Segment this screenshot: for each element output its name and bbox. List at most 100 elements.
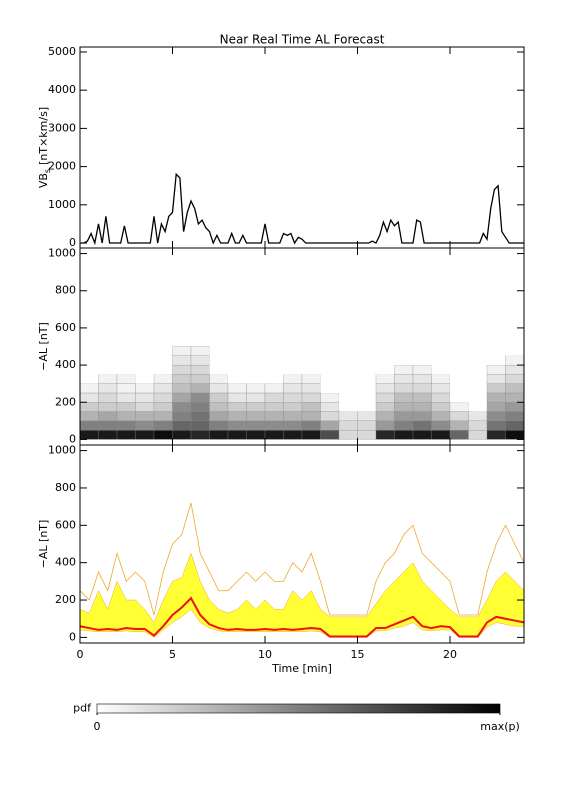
axes-frame	[79, 444, 525, 644]
y-tick-label: 800	[55, 481, 76, 494]
pdf-cell	[283, 374, 303, 384]
pdf-cell	[450, 346, 469, 356]
pdf-cell	[357, 355, 376, 366]
x-tick-label: 20	[443, 648, 457, 661]
pdf-cell	[135, 411, 155, 421]
pdf-cell	[227, 392, 247, 403]
pdf-cell	[98, 365, 117, 375]
pdf-cell	[505, 411, 524, 421]
pdf-cell	[320, 346, 339, 356]
y-tick-label: 2000	[48, 160, 76, 173]
pdf-cell	[339, 355, 358, 366]
pdf-cell	[301, 402, 321, 412]
y-tick-label: 400	[55, 358, 76, 371]
pdf-cell	[357, 374, 376, 384]
pdf-cell	[468, 392, 487, 403]
pdf-cell	[98, 392, 118, 403]
pdf-cell	[412, 392, 432, 403]
pdf-cell	[80, 429, 99, 440]
pdf-cell	[468, 383, 487, 393]
pdf-cell	[338, 411, 358, 421]
y-tick-label: 0	[69, 236, 76, 249]
pdf-cell	[505, 383, 524, 394]
pdf-cell	[450, 355, 469, 366]
pdf-cell	[264, 420, 284, 431]
y-label-main: VB	[37, 173, 50, 188]
pdf-cell	[98, 355, 117, 366]
y-tick-label: 1000	[48, 247, 76, 260]
pdf-cell	[486, 364, 506, 375]
pdf-cell	[376, 365, 395, 375]
pdf-cell	[449, 402, 469, 412]
pdf-cell	[468, 355, 487, 366]
pdf-cell	[153, 392, 173, 403]
axes-frame	[79, 46, 525, 249]
pdf-cell	[135, 429, 155, 440]
pdf-cell	[209, 383, 229, 394]
pdf-cell	[246, 429, 266, 440]
pdf-cell	[505, 420, 524, 431]
pdf-cell	[412, 383, 432, 394]
pdf-cell	[116, 429, 136, 440]
pdf-cell	[376, 355, 395, 366]
pdf-cell	[98, 411, 118, 421]
pdf-cell	[117, 346, 136, 356]
pdf-cell	[375, 411, 395, 421]
pdf-cell	[431, 411, 451, 421]
pdf-cell	[486, 374, 506, 384]
pdf-cell	[116, 411, 136, 421]
pdf-cell	[505, 374, 524, 384]
y-tick-label: 200	[55, 593, 76, 606]
pdf-cell	[80, 402, 99, 412]
pdf-cell	[412, 364, 432, 375]
pdf-cell	[375, 383, 395, 394]
pdf-cell	[468, 346, 487, 356]
pdf-cell	[283, 420, 303, 431]
pdf-cell	[357, 411, 377, 421]
pdf-cell	[394, 402, 414, 412]
pdf-cell	[283, 392, 303, 403]
pdf-cell	[190, 411, 210, 421]
pdf-cell	[98, 402, 118, 412]
pdf-cell	[487, 355, 506, 366]
pdf-cell	[357, 346, 376, 356]
pdf-cell	[80, 420, 99, 431]
y-axis-label: VBs [nT×km/s]	[37, 107, 52, 188]
pdf-cell	[412, 411, 432, 421]
pdf-cell	[301, 411, 321, 421]
panel: 0 200 400 600 800 1000 0 5 10 15 20 −AL [nT] Time [m…	[37, 444, 525, 675]
pdf-cell	[431, 374, 451, 384]
pdf-cell	[468, 374, 487, 384]
pdf-cell	[505, 346, 524, 356]
pdf-cell	[320, 365, 339, 375]
panel: 0 200 400 600 800 1000 −AL [nT]	[37, 247, 525, 446]
pdf-cell	[431, 420, 451, 431]
pdf-cell	[228, 346, 247, 356]
pdf-cell	[468, 365, 487, 375]
pdf-cell	[80, 355, 99, 366]
plot-area	[80, 172, 524, 246]
pdf-cell	[264, 429, 284, 440]
pdf-cell	[468, 411, 488, 421]
pdf-cell	[301, 374, 321, 384]
y-tick-label: 600	[55, 321, 76, 334]
pdf-cell	[227, 402, 247, 412]
pdf-cell	[209, 392, 229, 403]
pdf-cell	[227, 420, 247, 431]
pdf-cell	[172, 346, 192, 356]
pdf-cell	[190, 383, 210, 394]
pdf-cell	[413, 346, 432, 356]
pdf-cell	[449, 429, 469, 440]
pdf-cell	[283, 355, 302, 366]
pdf-cell	[394, 346, 413, 356]
pdf-cell	[154, 365, 173, 375]
y-tick-label: 3000	[48, 121, 76, 134]
x-tick-label: 0	[77, 648, 84, 661]
pdf-cell	[375, 374, 395, 384]
y-tick-label: 5000	[48, 45, 76, 58]
pdf-cell	[320, 429, 340, 440]
pdf-cell	[116, 420, 136, 431]
pdf-cell	[320, 392, 340, 403]
pdf-cell	[246, 392, 266, 403]
y-tick-label: 600	[55, 518, 76, 531]
